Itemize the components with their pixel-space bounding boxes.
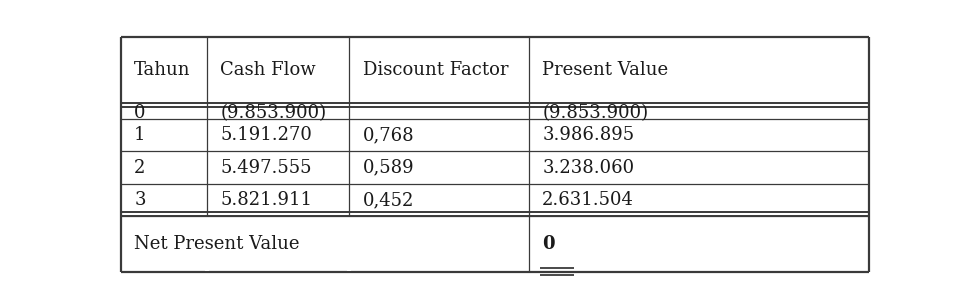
Text: Discount Factor: Discount Factor [362,61,508,79]
Text: Net Present Value: Net Present Value [134,235,299,253]
Text: 3.238.060: 3.238.060 [542,159,635,177]
Text: 2.631.504: 2.631.504 [542,191,634,209]
Text: 2: 2 [134,159,146,177]
Text: 5.191.270: 5.191.270 [220,126,312,144]
Text: 0,452: 0,452 [362,191,414,209]
Text: (9.853.900): (9.853.900) [542,104,648,122]
Text: 0,768: 0,768 [362,126,414,144]
Text: Cash Flow: Cash Flow [220,61,316,79]
Text: 5.821.911: 5.821.911 [220,191,312,209]
Text: Present Value: Present Value [542,61,668,79]
Text: 0: 0 [134,104,146,122]
Text: Tahun: Tahun [134,61,190,79]
Text: 1: 1 [134,126,146,144]
Text: 5.497.555: 5.497.555 [220,159,312,177]
Text: 3.986.895: 3.986.895 [542,126,635,144]
Text: 0: 0 [542,235,554,253]
Text: (9.853.900): (9.853.900) [220,104,327,122]
Text: 3: 3 [134,191,146,209]
Text: 0,589: 0,589 [362,159,414,177]
